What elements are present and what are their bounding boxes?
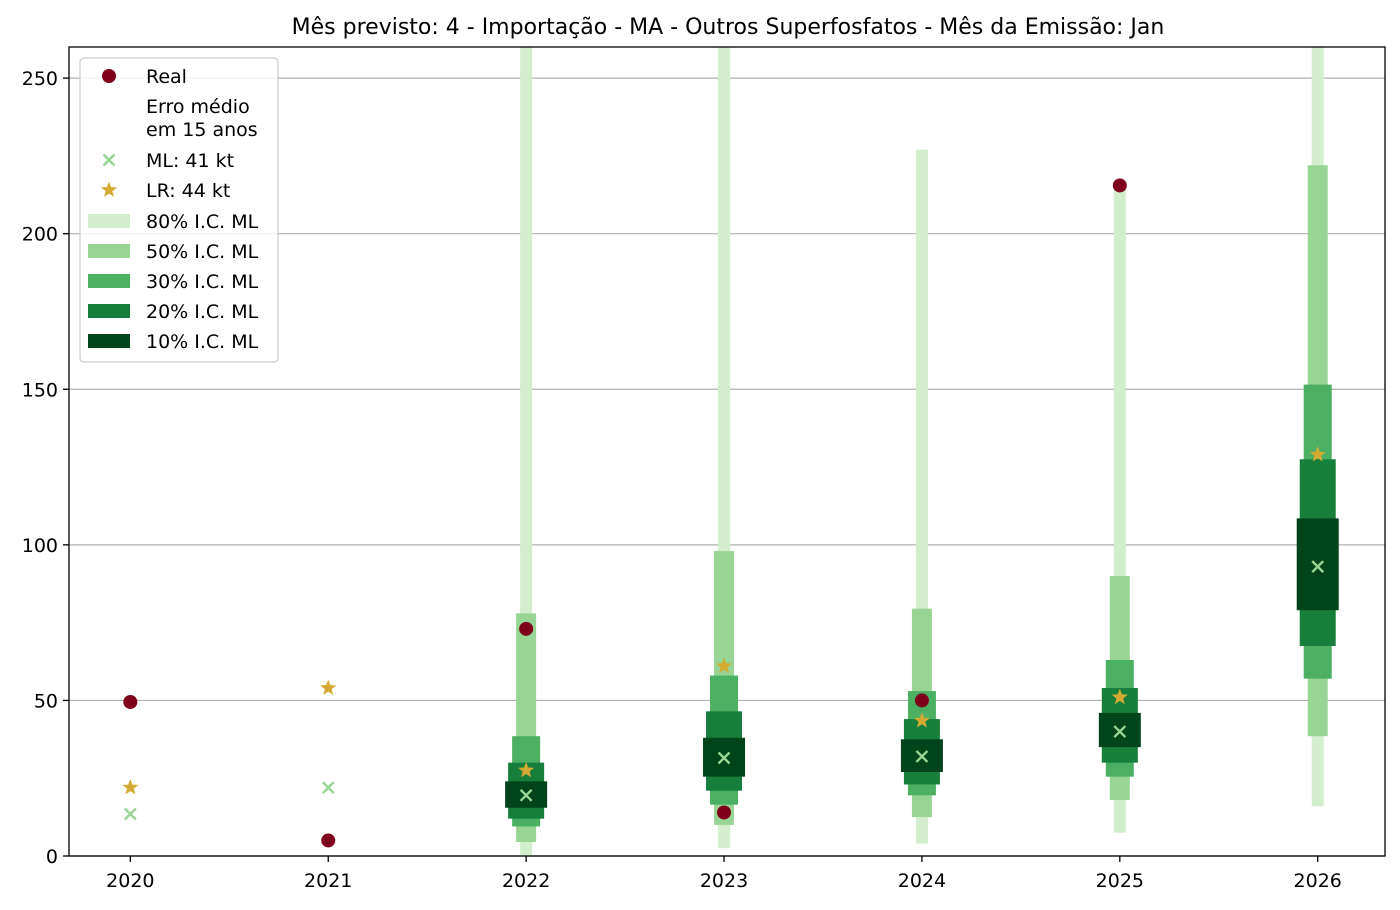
data-point-circle <box>321 833 336 848</box>
x-tick-label: 2022 <box>502 870 550 892</box>
interval-bar <box>1296 518 1339 611</box>
legend-label: 10% I.C. ML <box>146 331 259 353</box>
interval-layer <box>505 47 1339 856</box>
data-point-circle <box>1112 178 1127 193</box>
legend-interval-swatch <box>88 274 130 288</box>
legend-label: 30% I.C. ML <box>146 271 259 293</box>
legend-label: 20% I.C. ML <box>146 301 259 323</box>
x-tick-label: 2024 <box>898 870 946 892</box>
y-tick-label: 100 <box>22 535 58 557</box>
legend-interval-swatch <box>88 304 130 318</box>
legend-label: LR: 44 kt <box>146 180 230 202</box>
x-tick-label: 2026 <box>1294 870 1342 892</box>
data-point-star <box>1309 446 1326 462</box>
data-point-x <box>321 781 335 794</box>
data-point-star <box>122 779 139 795</box>
legend-label: Real <box>146 66 187 88</box>
legend-label: ML: 41 kt <box>146 150 234 172</box>
data-point-star <box>518 761 535 778</box>
data-point-x <box>1113 725 1127 738</box>
data-point-circle <box>123 694 138 709</box>
y-tick-label: 250 <box>22 68 58 90</box>
legend-ml-icon <box>102 153 116 167</box>
data-point-star <box>715 657 733 674</box>
data-point-x <box>717 751 731 765</box>
legend-label: 50% I.C. ML <box>146 241 259 263</box>
legend-interval-swatch <box>88 214 130 228</box>
legend-real-icon <box>102 69 116 83</box>
legend-note-line: em 15 anos <box>146 119 258 141</box>
y-tick-label: 0 <box>46 846 58 868</box>
x-tick-label: 2023 <box>700 870 748 892</box>
data-point-circle <box>519 621 534 636</box>
legend-interval-swatch <box>88 334 130 348</box>
chart-title: Mês previsto: 4 - Importação - MA - Outr… <box>292 15 1165 40</box>
x-tick-label: 2020 <box>106 870 154 892</box>
legend-interval-swatch <box>88 244 130 258</box>
legend-lr-icon <box>100 181 118 197</box>
y-tick-label: 50 <box>34 690 58 712</box>
x-tick-label: 2025 <box>1096 870 1144 892</box>
y-tick-label: 150 <box>22 379 58 401</box>
data-point-x <box>519 788 533 802</box>
data-point-star <box>320 679 337 695</box>
data-point-star <box>913 712 931 728</box>
plot-frame <box>68 46 1386 857</box>
marker-layer <box>122 178 1326 848</box>
legend-label: 80% I.C. ML <box>146 211 259 233</box>
data-point-circle <box>914 693 929 708</box>
axes-layer: 0 50 100 150 200 250 2020 2021 2022 2023 2024 2025 2… <box>22 46 1386 892</box>
data-point-star <box>1111 688 1128 705</box>
legend-note-line: Erro médio <box>146 96 250 118</box>
x-tick-label: 2021 <box>304 870 352 892</box>
data-point-x <box>915 750 929 763</box>
y-tick-label: 200 <box>22 224 58 246</box>
data-point-x <box>1311 560 1325 573</box>
data-point-circle <box>717 805 732 820</box>
data-point-x <box>123 807 137 821</box>
